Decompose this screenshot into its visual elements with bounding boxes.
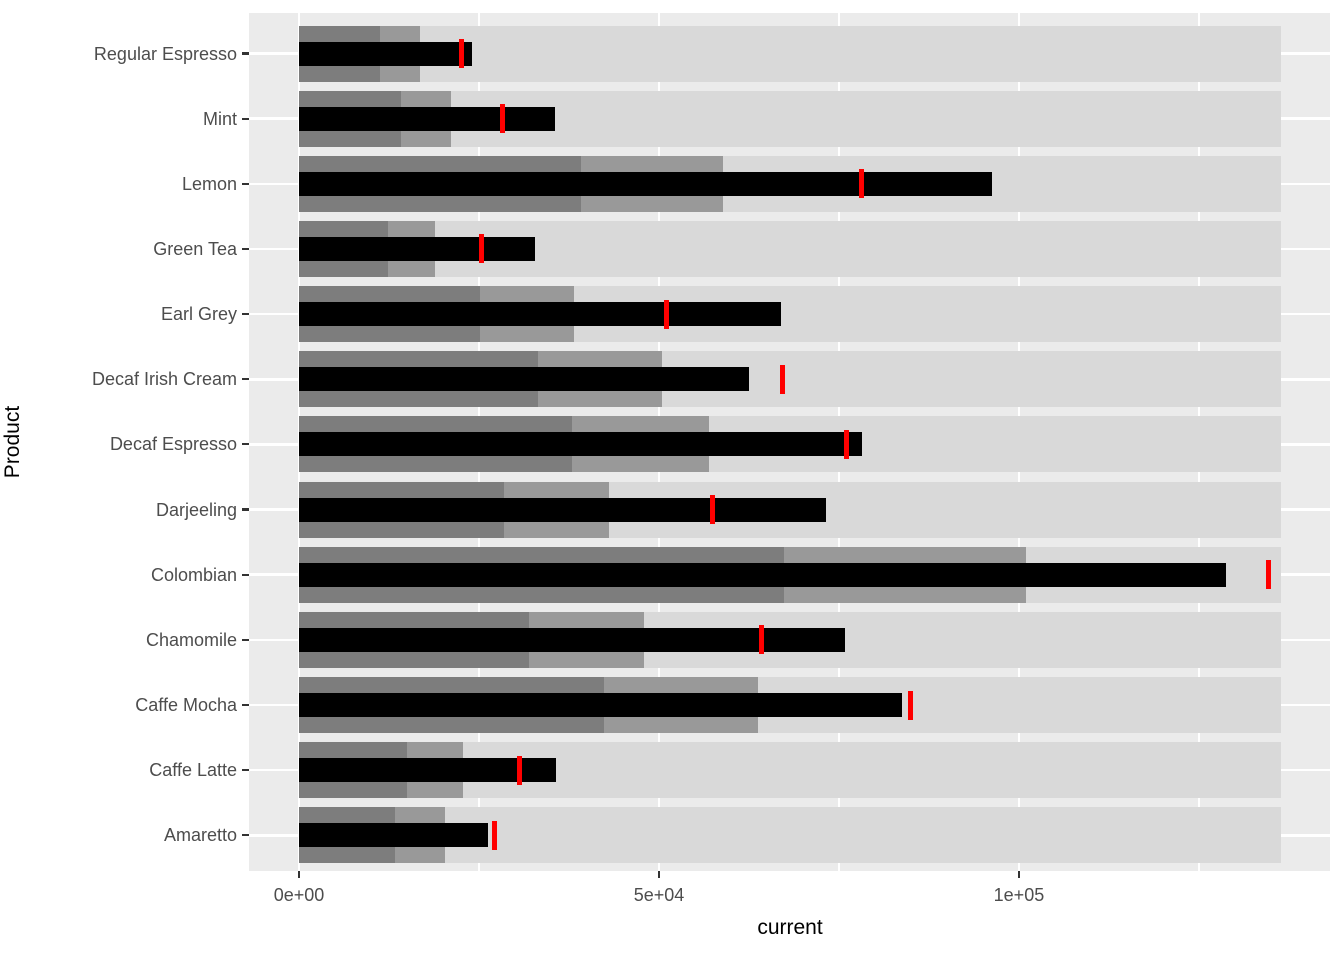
current-bar [299,171,993,196]
target-marker [478,234,484,264]
current-bar [299,367,749,392]
y-axis-tick [242,573,249,576]
y-axis-label: Amaretto [163,825,237,846]
target-marker [1266,560,1272,590]
y-axis-label: Regular Espresso [93,43,237,64]
x-axis-label: 0e+00 [273,885,325,905]
current-bar [299,627,845,652]
y-axis-tick [242,247,249,251]
target-marker [492,820,498,850]
x-axis-tick [297,871,301,878]
y-axis-label: Lemon [181,173,237,194]
y-axis-label: Earl Grey [160,304,237,325]
plot-panel [249,13,1330,871]
y-axis-tick [242,117,249,120]
current-bar [299,302,782,327]
target-marker [780,364,786,394]
target-marker [843,429,849,459]
x-axis-tick [1017,871,1021,878]
current-bar [299,41,472,66]
target-marker [710,495,716,525]
y-axis-tick [242,313,249,316]
y-axis-tick [242,769,249,772]
y-axis-tick [242,443,249,446]
target-marker [663,299,669,329]
target-marker [859,169,865,199]
target-marker [516,755,522,785]
y-axis-tick [242,834,249,837]
current-bar [299,823,488,848]
target-marker [500,104,506,134]
current-bar [299,106,556,131]
current-bar [299,432,862,457]
y-axis-label: Decaf Irish Cream [91,369,237,390]
y-axis-label: Darjeeling [155,499,237,520]
target-marker [907,690,913,720]
y-axis-tick [242,703,249,707]
y-axis-tick [242,182,249,185]
y-axis-tick [242,52,249,55]
y-axis-label: Decaf Espresso [109,434,237,455]
y-axis-label: Caffe Latte [149,760,237,781]
y-axis-label: Colombian [150,564,237,585]
y-axis-tick [242,508,249,511]
current-bar [299,758,557,783]
current-bar [299,236,536,261]
x-axis-title: current [757,916,823,939]
x-axis-tick [657,871,661,878]
y-axis-label: Mint [202,108,237,129]
current-bar [299,497,826,522]
target-marker [459,39,465,68]
current-bar [299,693,903,717]
y-axis-label: Caffe Mocha [135,695,237,715]
y-axis-tick [242,378,249,381]
x-axis-label: 1e+05 [993,885,1045,905]
y-axis-label: Green Tea [153,238,237,259]
x-axis-label: 5e+04 [633,885,685,905]
y-axis-label: Chamomile [145,629,237,650]
y-axis-tick [242,638,249,641]
target-marker [759,625,765,655]
current-bar [299,562,1227,587]
